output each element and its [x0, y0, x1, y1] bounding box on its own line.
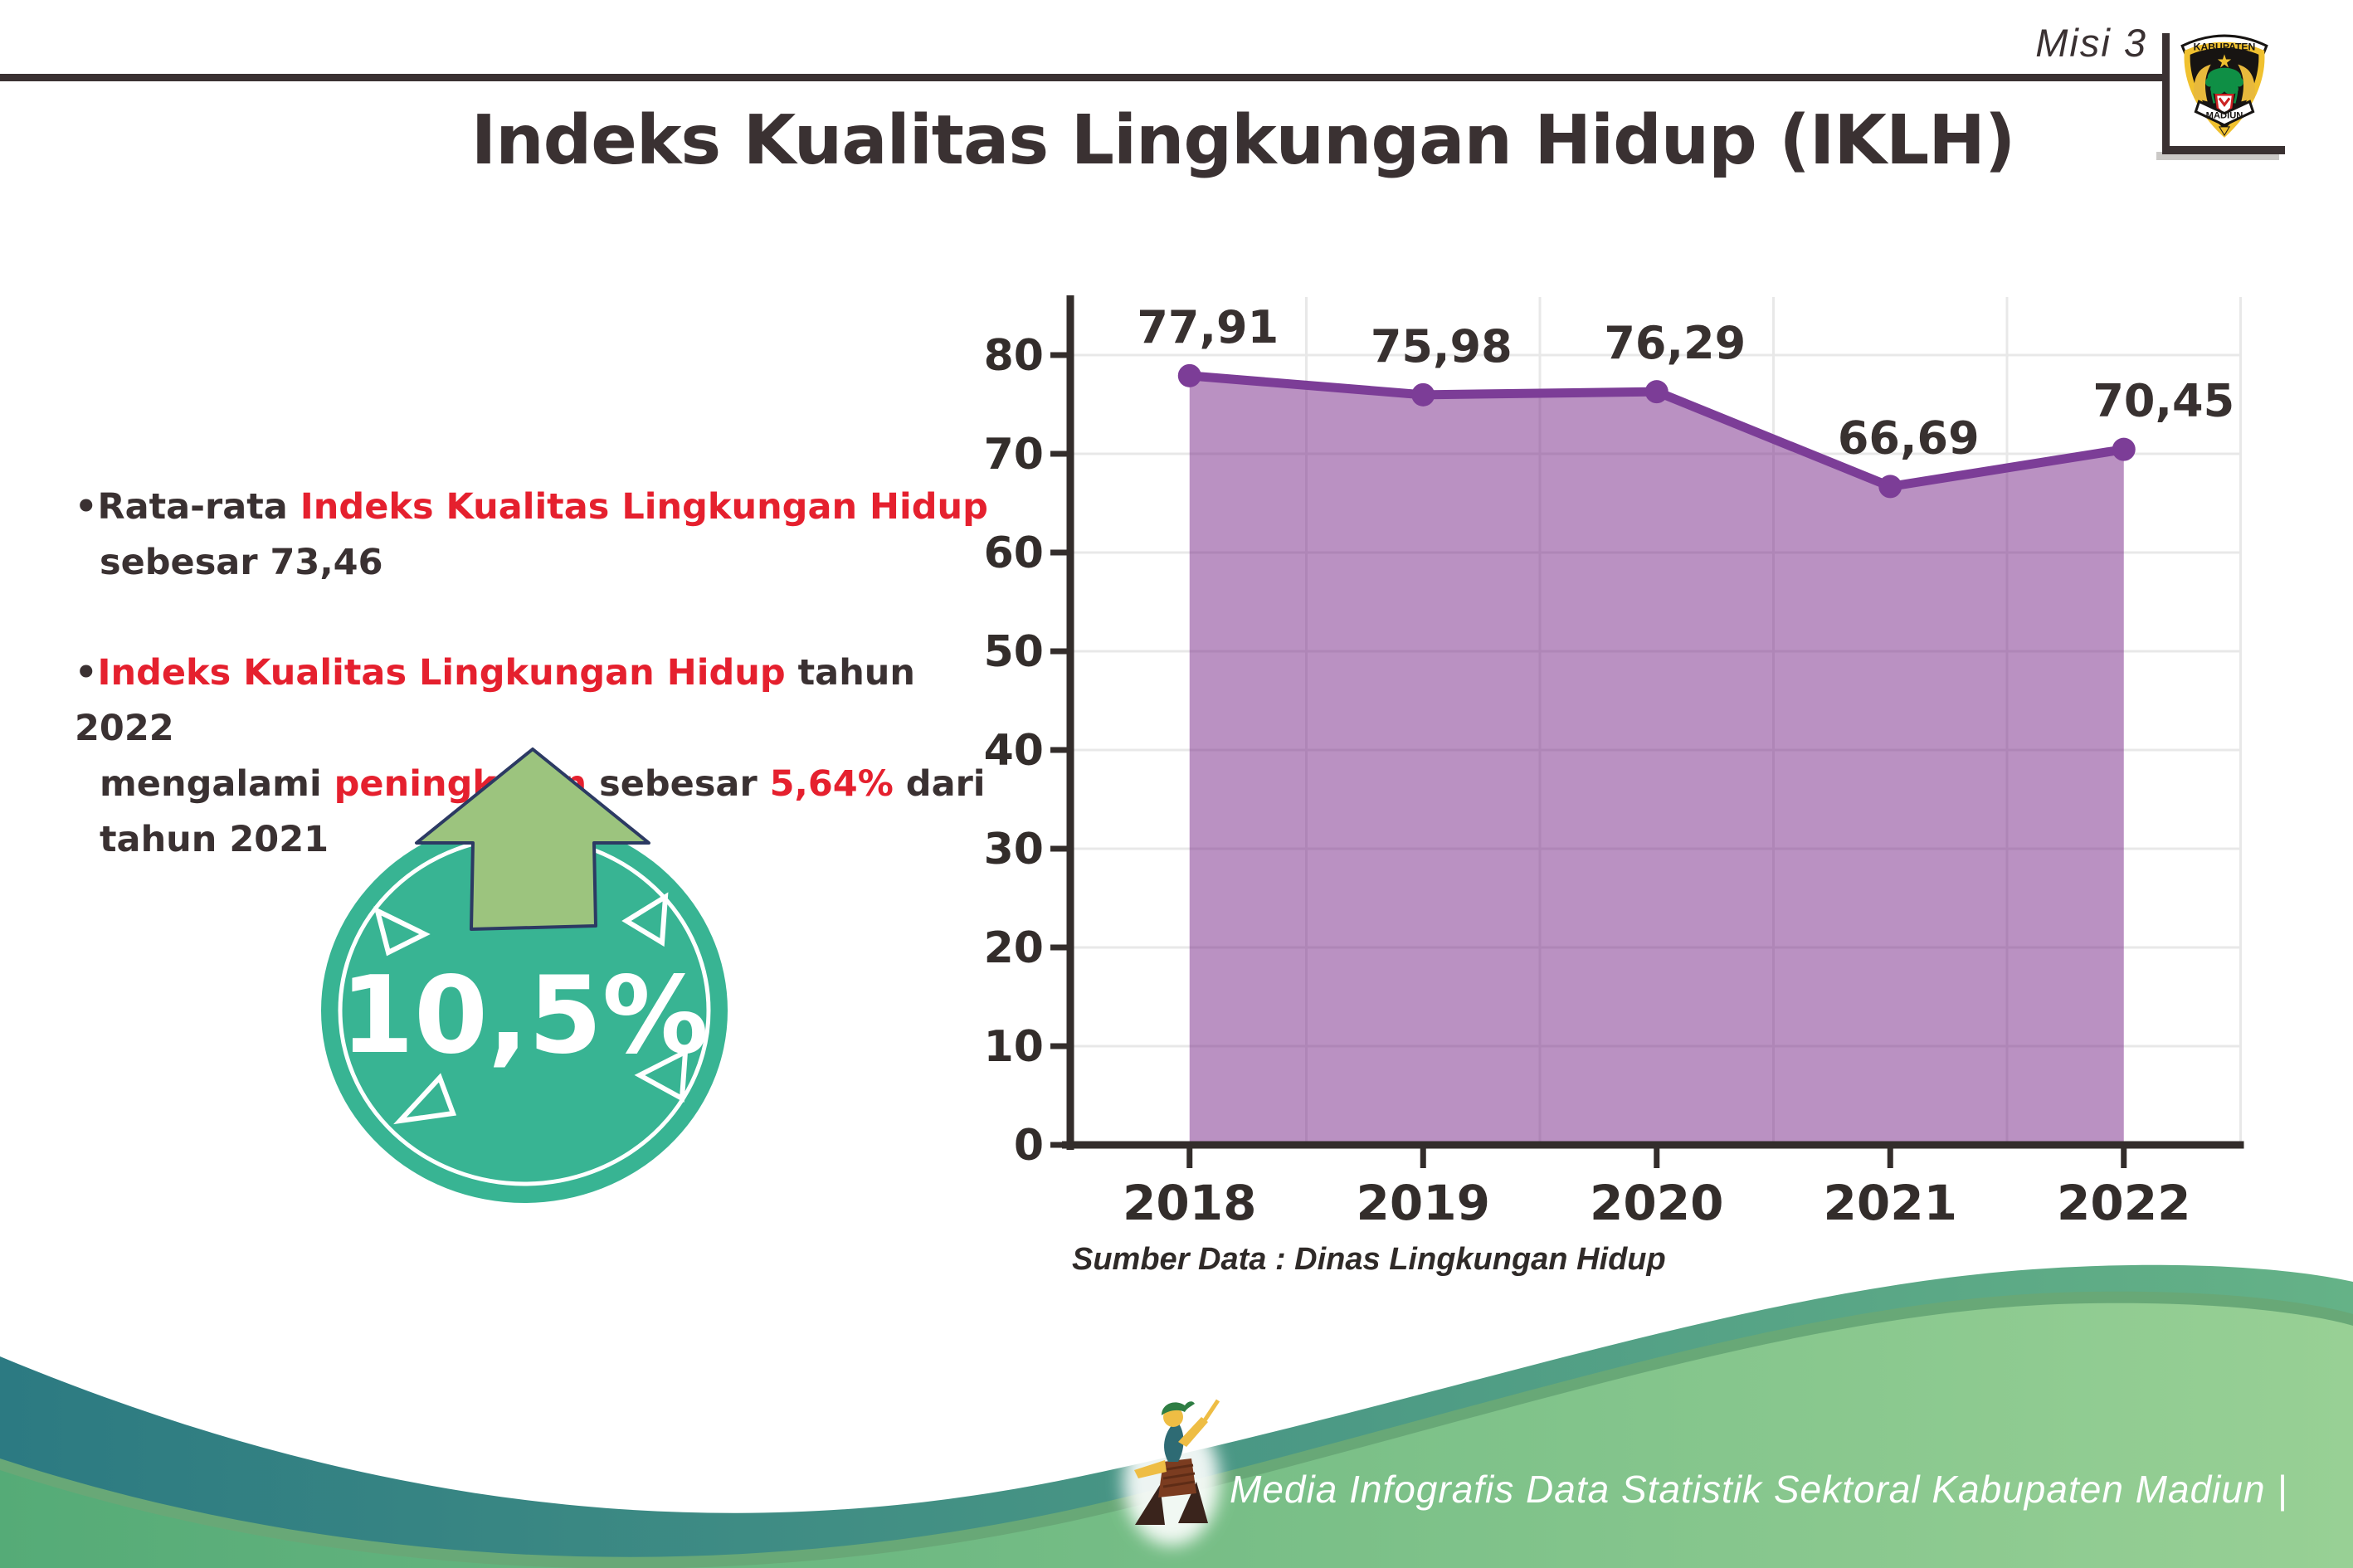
- footer-caption: Media Infografis Data Statistik Sektoral…: [1230, 1468, 2288, 1511]
- badge-triangle-upper-right: [621, 892, 669, 947]
- data-point-2021: [1878, 475, 1902, 499]
- mascot-right-arm: [1178, 1417, 1208, 1447]
- y-tick-label-40: 40: [984, 726, 1044, 776]
- bullet1-highlight: Indeks Kualitas Lingkungan Hidup: [300, 486, 988, 528]
- logo-bottom-knot: [2219, 126, 2230, 137]
- data-source-caption: Sumber Data : Dinas Lingkungan Hidup: [1072, 1242, 1666, 1277]
- x-axis-label-2021: 2021: [1824, 1175, 1957, 1231]
- data-point-2018: [1177, 363, 1201, 387]
- bullet2-text1: tahun 2022: [75, 652, 916, 749]
- mascot-right-leg: [1178, 1482, 1208, 1523]
- logo-center-chevron: [2218, 97, 2231, 107]
- logo-bracket-horizontal: [2162, 146, 2285, 154]
- x-axis-label-2020: 2020: [1590, 1175, 1723, 1231]
- up-arrow-icon: [415, 747, 650, 931]
- bullet-average-iklh: •Rata-rata Indeks Kualitas Lingkungan Hi…: [75, 480, 1021, 591]
- y-tick-label-30: 30: [984, 825, 1044, 874]
- bullet1-line2: sebesar 73,46: [100, 542, 383, 583]
- logo-bottom-text: MADIUN: [2206, 111, 2243, 121]
- badge-triangle-upper-left: [373, 906, 431, 957]
- y-tick-label-60: 60: [984, 528, 1044, 578]
- bullet-glyph: •: [75, 486, 98, 528]
- mascot-cap: [1162, 1401, 1195, 1415]
- dancer-mascot-icon: [1123, 1399, 1220, 1546]
- bullet2-line1: •Indeks Kualitas Lingkungan Hidup tahun …: [75, 645, 1021, 757]
- bullet1-line1: •Rata-rata Indeks Kualitas Lingkungan Hi…: [75, 480, 1021, 535]
- y-tick-label-80: 80: [984, 331, 1044, 381]
- y-tick-label-50: 50: [984, 627, 1044, 677]
- data-label-2021: 66,69: [1838, 411, 1980, 464]
- logo-left-wing: [2194, 64, 2211, 102]
- bullet2-text3: sebesar: [587, 763, 770, 805]
- logo-bracket-vertical: [2162, 33, 2170, 154]
- data-label-2022: 70,45: [2092, 375, 2234, 427]
- kabupaten-madiun-logo-icon: KABUPATEN MADIUN: [2180, 34, 2268, 138]
- badge-triangle-lower-left: [393, 1073, 457, 1125]
- data-label-2018: 77,91: [1137, 301, 1279, 353]
- header-rule: [0, 74, 2165, 81]
- green-wave: [0, 1303, 2353, 1568]
- mascot-left-arm: [1134, 1460, 1167, 1478]
- badge-triangle-lower-right: [634, 1047, 689, 1103]
- x-axis-label-2022: 2022: [2057, 1175, 2190, 1231]
- mascot-head: [1163, 1407, 1183, 1427]
- mascot-skirt-texture: [1161, 1463, 1196, 1488]
- data-point-2020: [1644, 380, 1669, 404]
- iklh-area-chart: 0 10 20 30 40 50 60 70 80 2018 2019 2020 2021 2022 77,…: [984, 295, 2244, 1231]
- logo-right-wing: [2238, 64, 2255, 102]
- mascot-stick: [1202, 1399, 1220, 1422]
- data-point-2019: [1411, 382, 1435, 407]
- y-tick-label-70: 70: [984, 430, 1044, 480]
- page-title: Indeks Kualitas Lingkungan Hidup (IKLH): [470, 101, 2016, 180]
- logo-top-text: KABUPATEN: [2194, 41, 2256, 52]
- bullet-glyph: •: [75, 652, 98, 694]
- badge-circle: [321, 818, 728, 1203]
- data-point-2022: [2112, 437, 2136, 461]
- x-axis-label-2019: 2019: [1357, 1175, 1490, 1231]
- bullet2-text2: mengalami: [100, 763, 334, 805]
- x-axis-label-2018: 2018: [1123, 1175, 1256, 1231]
- data-label-2020: 76,29: [1604, 317, 1746, 369]
- logo-tree-icon: [2205, 67, 2243, 95]
- footer-waves: [0, 1264, 2353, 1568]
- increase-badge: 10,5%: [321, 747, 728, 1203]
- y-tick-label-20: 20: [984, 923, 1044, 973]
- bullet2-highlight3: 5,64%: [769, 763, 894, 805]
- bullet2-text4: dari: [893, 763, 986, 805]
- logo-bottom-ribbon: [2194, 100, 2255, 127]
- area-fill: [1189, 375, 2124, 1146]
- bullet2-line3: tahun 2021: [100, 819, 329, 860]
- y-tick-label-10: 10: [984, 1022, 1044, 1072]
- y-tick-label-0: 0: [1014, 1121, 1044, 1171]
- bullet1-prefix: Rata-rata: [97, 486, 300, 528]
- mascot-left-leg: [1135, 1485, 1165, 1525]
- data-label-2019: 75,98: [1371, 320, 1513, 373]
- logo-star-icon: [2217, 54, 2232, 68]
- mascot-sash: [1164, 1420, 1184, 1462]
- badge-value: 10,5%: [340, 954, 709, 1078]
- misi-label: Misi 3: [2035, 21, 2147, 65]
- bullet2-highlight1: Indeks Kualitas Lingkungan Hidup: [97, 652, 786, 694]
